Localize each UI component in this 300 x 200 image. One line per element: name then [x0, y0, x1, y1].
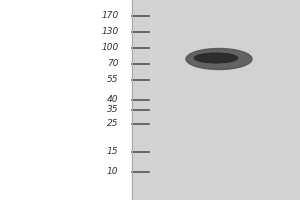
Text: 10: 10: [107, 168, 118, 176]
Ellipse shape: [186, 48, 252, 70]
Text: 55: 55: [107, 75, 118, 84]
Text: 170: 170: [101, 11, 118, 21]
Text: 70: 70: [107, 60, 118, 68]
Text: 130: 130: [101, 27, 118, 36]
Text: 40: 40: [107, 96, 118, 104]
Text: 100: 100: [101, 44, 118, 52]
Text: 15: 15: [107, 148, 118, 156]
Ellipse shape: [194, 53, 238, 63]
Bar: [0, 0, 132, 200]
Bar: [132, 0, 300, 200]
Text: 35: 35: [107, 106, 118, 114]
Text: 25: 25: [107, 119, 118, 129]
